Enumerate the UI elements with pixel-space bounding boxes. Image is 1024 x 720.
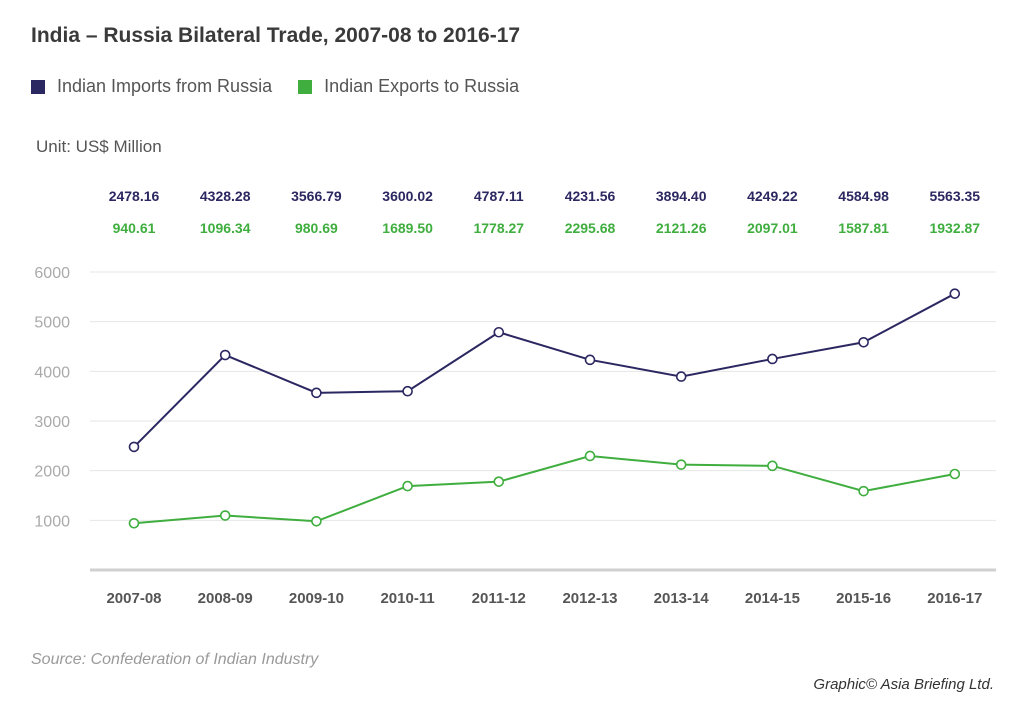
y-tick-label: 2000 xyxy=(34,464,70,481)
imports-value-label: 3894.40 xyxy=(656,188,707,204)
imports-series-line xyxy=(133,292,956,448)
y-tick-label: 1000 xyxy=(34,513,70,530)
exports-value-label: 2295.68 xyxy=(565,220,616,236)
source-note: Source: Confederation of Indian Industry xyxy=(31,651,319,668)
imports-value-label: 3566.79 xyxy=(291,188,342,204)
exports-data-point xyxy=(675,459,687,470)
x-tick-label: 2009-10 xyxy=(289,590,344,607)
exports-value-label: 1689.50 xyxy=(382,220,433,236)
exports-data-point xyxy=(949,468,961,480)
graphic-credit: Graphic© Asia Briefing Ltd. xyxy=(813,676,994,693)
x-tick-label: 2008-09 xyxy=(198,590,253,607)
imports-value-label: 5563.35 xyxy=(929,188,980,204)
exports-value-label: 980.69 xyxy=(295,220,338,236)
imports-data-point xyxy=(311,387,322,399)
imports-value-label: 4249.22 xyxy=(747,188,798,204)
y-tick-label: 5000 xyxy=(34,315,70,332)
exports-data-point xyxy=(858,485,869,497)
imports-value-label: 4231.56 xyxy=(565,188,616,204)
exports-data-point xyxy=(219,510,231,521)
imports-data-point xyxy=(675,371,687,382)
x-tick-label: 2011-12 xyxy=(472,590,526,607)
x-tick-label: 2014-15 xyxy=(745,590,800,607)
imports-data-point xyxy=(858,336,869,348)
imports-data-point xyxy=(767,353,778,365)
exports-data-point xyxy=(767,460,778,472)
y-tick-label: 3000 xyxy=(34,414,70,431)
exports-data-point xyxy=(493,476,505,487)
unit-label: Unit: US$ Million xyxy=(36,137,162,156)
legend-item-imports: Indian Imports from Russia xyxy=(31,76,272,97)
y-tick-label: 6000 xyxy=(34,265,70,282)
exports-value-label: 940.61 xyxy=(113,220,156,236)
exports-data-point xyxy=(584,450,596,462)
legend-label-exports: Indian Exports to Russia xyxy=(324,76,520,96)
imports-value-label: 4787.11 xyxy=(474,188,524,204)
imports-data-point xyxy=(493,326,505,338)
exports-value-label: 1587.81 xyxy=(838,220,889,236)
x-tick-label: 2012-13 xyxy=(562,590,617,607)
imports-data-point xyxy=(402,385,413,397)
legend-item-exports: Indian Exports to Russia xyxy=(298,76,519,97)
imports-data-point xyxy=(128,441,140,453)
exports-series-line xyxy=(133,454,955,525)
imports-value-label: 2478.16 xyxy=(109,188,160,204)
exports-data-point xyxy=(402,480,413,492)
imports-data-point xyxy=(219,349,231,361)
legend-swatch-imports xyxy=(31,79,45,94)
x-tick-label: 2015-16 xyxy=(836,590,891,607)
imports-data-point xyxy=(584,354,596,366)
imports-value-label: 3600.02 xyxy=(382,188,433,204)
imports-value-label: 4584.98 xyxy=(838,188,889,204)
chart-title: India – Russia Bilateral Trade, 2007-08 … xyxy=(31,24,521,47)
legend-label-imports: Indian Imports from Russia xyxy=(57,76,273,96)
exports-data-point xyxy=(311,515,322,527)
x-tick-label: 2010-11 xyxy=(380,590,434,607)
exports-value-label: 2121.26 xyxy=(656,220,707,236)
x-tick-label: 2016-17 xyxy=(927,590,982,607)
exports-value-label: 1932.87 xyxy=(929,220,980,236)
exports-data-point xyxy=(128,517,140,529)
imports-value-label: 4328.28 xyxy=(200,188,251,204)
imports-data-point xyxy=(949,288,961,299)
legend: Indian Imports from Russia Indian Export… xyxy=(31,76,519,97)
exports-value-label: 2097.01 xyxy=(747,220,798,236)
x-tick-label: 2013-14 xyxy=(654,590,710,607)
y-tick-label: 4000 xyxy=(34,364,70,381)
exports-value-label: 1778.27 xyxy=(473,220,524,236)
exports-value-label: 1096.34 xyxy=(200,220,251,236)
legend-swatch-exports xyxy=(298,79,313,94)
x-tick-label: 2007-08 xyxy=(106,590,161,607)
